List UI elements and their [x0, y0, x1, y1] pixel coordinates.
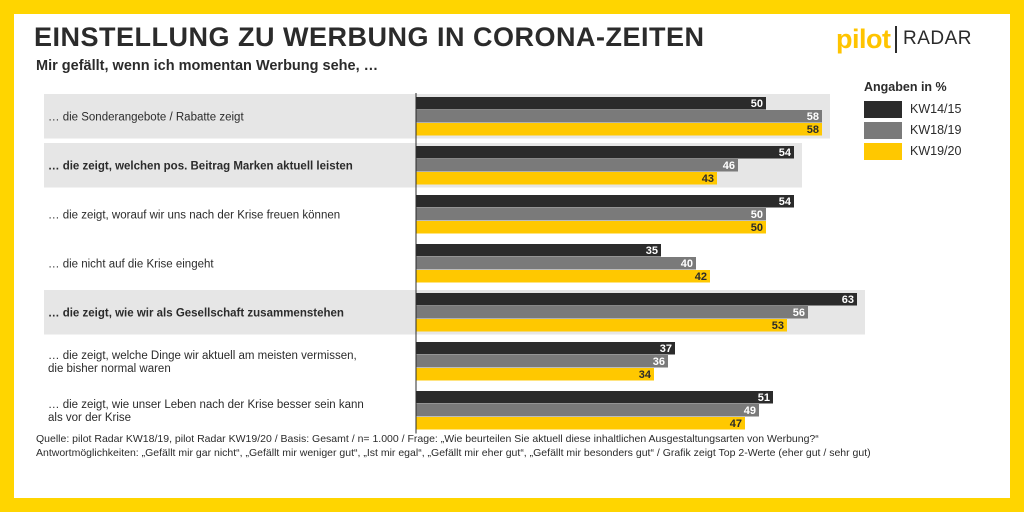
data-label: 53: [772, 320, 784, 332]
legend-item-kw18-19: KW18/19: [864, 121, 961, 139]
bar: [416, 146, 794, 159]
legend-swatch: [864, 100, 902, 118]
logo-product: RADAR: [902, 28, 972, 49]
source-line: Quelle: pilot Radar KW18/19, pilot Radar…: [36, 433, 819, 445]
category-highlight: [44, 143, 416, 188]
data-label: 43: [702, 173, 714, 185]
data-label: 51: [758, 392, 770, 404]
data-label: 47: [730, 418, 742, 430]
data-label: 40: [681, 258, 693, 270]
bar: [416, 306, 808, 319]
data-label: 50: [751, 222, 763, 234]
category-label: … die nicht auf die Krise eingeht: [48, 258, 214, 270]
category-label: die bisher normal waren: [48, 363, 171, 375]
bar: [416, 172, 717, 185]
bar: [416, 417, 745, 430]
category-highlight: [44, 94, 416, 139]
category-label: … die zeigt, welche Dinge wir aktuell am…: [48, 350, 357, 362]
data-label: 34: [639, 369, 652, 381]
data-label: 54: [779, 196, 792, 208]
answer-options-line: Antwortmöglichkeiten: „Gefällt mir gar n…: [36, 447, 871, 459]
chart-subtitle: Mir gefällt, wenn ich momentan Werbung s…: [36, 58, 379, 74]
data-label: 58: [807, 124, 819, 136]
bar: [416, 257, 696, 270]
data-label: 46: [723, 160, 735, 172]
legend-label: KW19/20: [910, 144, 962, 158]
category-label: … die zeigt, wie unser Leben nach der Kr…: [48, 399, 364, 411]
bar: [416, 319, 787, 332]
bar: [416, 159, 738, 172]
bar: [416, 208, 766, 221]
category-label: als vor der Krise: [48, 412, 131, 424]
data-label: 58: [807, 111, 819, 123]
data-label: 63: [842, 294, 854, 306]
data-label: 49: [744, 405, 756, 417]
data-label: 50: [751, 209, 763, 221]
bar: [416, 404, 759, 417]
legend-title: Angaben in %: [864, 80, 947, 94]
category-label: … die Sonderangebote / Rabatte zeigt: [48, 111, 244, 123]
data-label: 56: [793, 307, 805, 319]
category-highlight: [44, 290, 416, 335]
data-label: 35: [646, 245, 658, 257]
logo-divider: [895, 25, 897, 53]
bar: [416, 342, 675, 355]
bar: [416, 123, 822, 136]
legend-label: KW14/15: [910, 102, 962, 116]
bar: [416, 97, 766, 110]
data-label: 50: [751, 98, 763, 110]
bar: [416, 391, 773, 404]
logo-brand: pilot: [836, 23, 891, 54]
data-label: 54: [779, 147, 792, 159]
bar: [416, 110, 822, 123]
legend-item-kw14-15: KW14/15: [864, 100, 961, 118]
legend-swatch: [864, 121, 902, 139]
data-label: 37: [660, 343, 672, 355]
bar: [416, 293, 857, 306]
bar: [416, 368, 654, 381]
bar: [416, 244, 661, 257]
bar: [416, 195, 794, 208]
bar: [416, 355, 668, 368]
category-label: … die zeigt, wie wir als Gesellschaft zu…: [48, 307, 344, 319]
legend-item-kw19-20: KW19/20: [864, 142, 961, 160]
chart-legend: Angaben in % KW14/15 KW18/19 KW19/20: [864, 80, 961, 163]
chart-title: EINSTELLUNG ZU WERBUNG IN CORONA-ZEITEN: [34, 22, 705, 52]
legend-label: KW18/19: [910, 123, 962, 137]
category-label: … die zeigt, welchen pos. Beitrag Marken…: [48, 160, 353, 172]
bar: [416, 270, 710, 283]
source-note: Quelle: pilot Radar KW18/19, pilot Radar…: [36, 432, 986, 460]
pilot-radar-logo: pilot RADAR: [836, 22, 972, 56]
data-label: 36: [653, 356, 665, 368]
category-label: … die zeigt, worauf wir uns nach der Kri…: [48, 209, 340, 221]
data-label: 42: [695, 271, 707, 283]
legend-swatch: [864, 142, 902, 160]
bar: [416, 221, 766, 234]
